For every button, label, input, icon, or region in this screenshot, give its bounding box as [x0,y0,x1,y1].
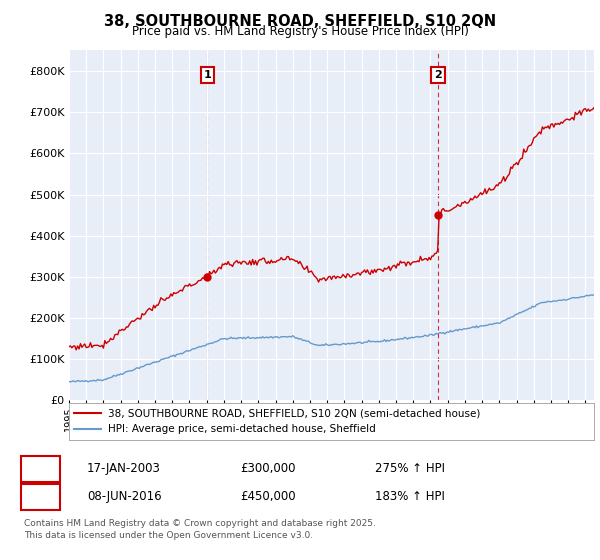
Text: Contains HM Land Registry data © Crown copyright and database right 2025.
This d: Contains HM Land Registry data © Crown c… [24,519,376,540]
Text: 1: 1 [203,70,211,80]
Text: £450,000: £450,000 [240,490,296,503]
Text: 17-JAN-2003: 17-JAN-2003 [87,462,161,475]
Text: 38, SOUTHBOURNE ROAD, SHEFFIELD, S10 2QN: 38, SOUTHBOURNE ROAD, SHEFFIELD, S10 2QN [104,14,496,29]
Text: 2: 2 [36,490,44,503]
Text: 38, SOUTHBOURNE ROAD, SHEFFIELD, S10 2QN (semi-detached house): 38, SOUTHBOURNE ROAD, SHEFFIELD, S10 2QN… [109,408,481,418]
Text: 08-JUN-2016: 08-JUN-2016 [87,490,161,503]
Text: Price paid vs. HM Land Registry's House Price Index (HPI): Price paid vs. HM Land Registry's House … [131,25,469,38]
Text: £300,000: £300,000 [240,462,296,475]
Text: 183% ↑ HPI: 183% ↑ HPI [375,490,445,503]
Text: HPI: Average price, semi-detached house, Sheffield: HPI: Average price, semi-detached house,… [109,424,376,435]
Text: 2: 2 [434,70,442,80]
Text: 275% ↑ HPI: 275% ↑ HPI [375,462,445,475]
Text: 1: 1 [36,462,44,475]
